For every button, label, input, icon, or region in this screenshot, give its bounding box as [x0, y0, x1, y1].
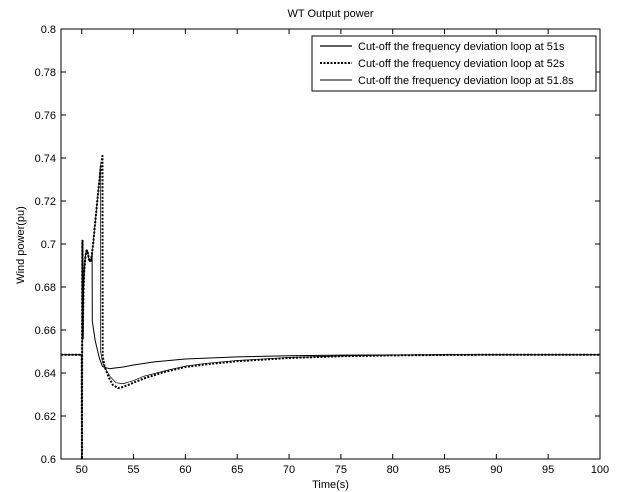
- y-tick-label: 0.62: [35, 411, 56, 423]
- x-tick-label: 100: [591, 464, 609, 476]
- series-line-1: [61, 240, 600, 460]
- y-tick-label: 0.6: [41, 454, 56, 466]
- chart-title: WT Output power: [288, 8, 374, 20]
- x-tick-label: 85: [438, 464, 450, 476]
- y-tick-label: 0.8: [41, 24, 56, 36]
- x-tick-label: 60: [179, 464, 191, 476]
- y-tick-label: 0.74: [35, 153, 56, 165]
- legend-box: [311, 35, 597, 92]
- y-tick-label: 0.64: [35, 368, 56, 380]
- legend: Cut-off the frequency deviation loop at …: [311, 35, 597, 92]
- axis-ticks: 50 55 60 65 70 75 80 85 90 95 100 0.6 0.62 0.64 0.66 0.…: [35, 24, 610, 476]
- legend-label-3: Cut-off the frequency deviation loop at …: [358, 75, 574, 87]
- x-axis-label: Time(s): [312, 479, 349, 491]
- legend-label-2: Cut-off the frequency deviation loop at …: [358, 58, 565, 70]
- y-tick-label: 0.66: [35, 325, 56, 337]
- legend-label-1: Cut-off the frequency deviation loop at …: [358, 41, 565, 53]
- y-tick-label: 0.7: [41, 239, 56, 251]
- x-tick-label: 90: [490, 464, 502, 476]
- series-line-2: [61, 154, 600, 460]
- plot-frame: [60, 28, 601, 460]
- x-tick-label: 70: [283, 464, 295, 476]
- y-tick-label: 0.68: [35, 282, 56, 294]
- x-tick-label: 80: [387, 464, 399, 476]
- plot-area: [61, 154, 600, 460]
- y-tick-label: 0.78: [35, 67, 56, 79]
- y-tick-label: 0.72: [35, 196, 56, 208]
- y-axis-label: Wind power(pu): [15, 206, 27, 284]
- x-tick-label: 50: [76, 464, 88, 476]
- x-tick-label: 75: [335, 464, 347, 476]
- y-tick-label: 0.76: [35, 110, 56, 122]
- x-tick-label: 65: [231, 464, 243, 476]
- series-line-3: [61, 164, 600, 460]
- x-tick-label: 95: [542, 464, 554, 476]
- x-tick-label: 55: [127, 464, 139, 476]
